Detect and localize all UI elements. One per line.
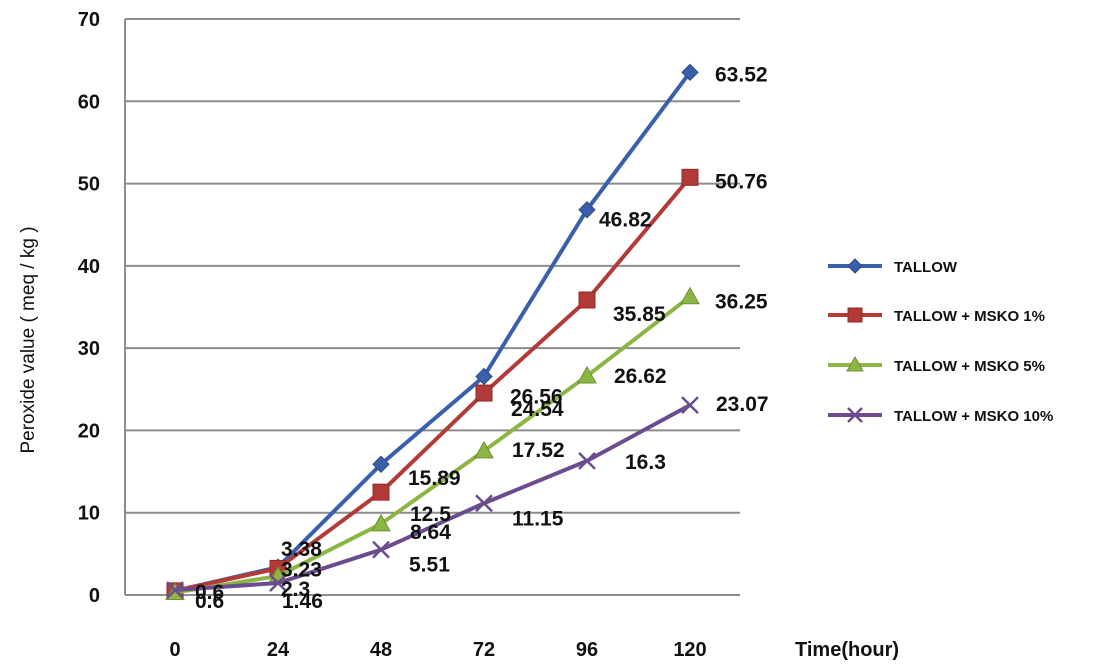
legend-item-3: TALLOW + MSKO 10%: [828, 407, 1053, 425]
y-tick-50: 50: [78, 174, 100, 196]
series-3-point-72: [475, 494, 493, 513]
x-tick-24: 24: [267, 639, 290, 661]
y-tick-0: 0: [89, 585, 100, 607]
y-tick-40: 40: [78, 256, 100, 278]
data-label-s0-x96: 46.82: [599, 209, 652, 232]
data-label-s2-x96: 26.62: [614, 365, 667, 388]
legend-marker-3-stroke-b: [847, 407, 863, 423]
series-line-3: [174, 403, 691, 593]
series-3-point-48: [372, 540, 390, 559]
data-label-s2-x48: 8.64: [410, 521, 451, 544]
series-3-point-48-stroke-b: [372, 540, 390, 559]
legend-label-3: TALLOW + MSKO 10%: [894, 408, 1053, 425]
data-label-s3-x96: 16.3: [625, 451, 666, 474]
data-label-s1-x72: 24.54: [511, 398, 564, 421]
data-label-s3-x120: 23.07: [716, 393, 769, 416]
x-tick-72: 72: [473, 639, 495, 661]
series-0-point-72: [475, 367, 493, 386]
data-label-s1-x96: 35.85: [613, 303, 666, 326]
data-label-s0-x24: 3.38: [281, 538, 322, 561]
data-label-s3-x24: 1.46: [282, 590, 323, 613]
y-tick-20: 20: [78, 420, 100, 442]
series-0-point-120: [681, 63, 699, 82]
series-0-point-96: [578, 201, 596, 219]
y-tick-70: 70: [78, 9, 100, 31]
series-2-point-120: [680, 286, 700, 305]
series-3-point-96: [578, 451, 596, 470]
series-1-point-120: [681, 168, 699, 186]
x-tick-48: 48: [370, 639, 392, 661]
x-tick-120: 120: [673, 639, 706, 661]
series-2-point-48: [371, 513, 391, 532]
grid-layer: [124, 18, 740, 596]
data-label-s1-x120: 50.76: [715, 170, 768, 193]
series-3-point-72-stroke-b: [475, 494, 493, 513]
y-tick-10: 10: [78, 503, 100, 525]
series-3-point-96-stroke-b: [578, 451, 596, 470]
series-3-point-0-stroke-b: [166, 581, 184, 599]
series-layer: [165, 63, 700, 601]
series-3: [166, 396, 699, 599]
series-2-point-72: [474, 440, 494, 459]
data-label-layer: 0.6 3.38 15.89 26.56 46.82 63.52 0.6 3.23 12.5 24…: [195, 63, 769, 613]
legend-label-2: TALLOW + MSKO 5%: [894, 358, 1045, 375]
y-tick-60: 60: [78, 91, 100, 113]
legend-label-1: TALLOW + MSKO 1%: [894, 308, 1045, 325]
data-label-s2-x120: 36.25: [715, 291, 768, 314]
legend-marker-1: [847, 307, 863, 323]
data-label-s2-x72: 17.52: [512, 439, 565, 462]
series-0-point-48: [372, 455, 390, 473]
data-label-s2-x24: 2.3: [281, 578, 310, 601]
y-axis-title: Peroxide value ( meq / kg ): [18, 226, 39, 453]
series-line-1: [174, 176, 692, 593]
series-3-point-0: [166, 581, 184, 599]
legend-label-0: TALLOW: [894, 259, 958, 276]
series-line-2: [174, 295, 692, 595]
data-label-s0-x72: 26.56: [510, 385, 563, 408]
data-label-s0-x0: 0.6: [195, 581, 224, 604]
data-label-s3-x48: 5.51: [409, 554, 450, 577]
data-label-s1-x48: 12.5: [410, 503, 451, 526]
legend-marker-0: [847, 258, 863, 274]
x-tick-96: 96: [576, 639, 598, 661]
y-tick-30: 30: [78, 338, 100, 360]
legend-item-0: TALLOW: [828, 258, 958, 276]
series-3-point-120-stroke-b: [681, 396, 699, 415]
legend: TALLOW TALLOW + MSKO 1% TALLOW + MSKO 5% TA…: [828, 258, 1053, 425]
legend-marker-3: [847, 407, 863, 423]
data-label-s0-x48: 15.89: [408, 467, 461, 490]
legend-marker-2: [846, 355, 864, 372]
x-axis-ticks: 0 24 48 72 96 120: [169, 639, 706, 661]
data-label-s1-x0: 0.6: [195, 590, 224, 613]
legend-item-2: TALLOW + MSKO 5%: [828, 355, 1045, 375]
series-3-point-24-stroke-b: [269, 574, 287, 592]
series-1-point-96: [578, 291, 596, 309]
y-axis-ticks: 0 10 20 30 40 50 60 70: [78, 9, 100, 607]
x-tick-0: 0: [169, 639, 180, 661]
series-1-point-72: [475, 384, 493, 402]
legend-item-1: TALLOW + MSKO 1%: [828, 307, 1045, 325]
data-label-s3-x72: 11.15: [512, 507, 564, 530]
x-axis-title: Time(hour): [795, 639, 899, 661]
data-label-s0-x120: 63.52: [715, 63, 768, 86]
data-label-s1-x24: 3.23: [281, 558, 322, 581]
series-3-point-120: [681, 396, 699, 415]
series-3-point-24: [269, 574, 287, 592]
series-1-point-48: [372, 483, 390, 501]
series-2-point-96: [577, 365, 597, 384]
